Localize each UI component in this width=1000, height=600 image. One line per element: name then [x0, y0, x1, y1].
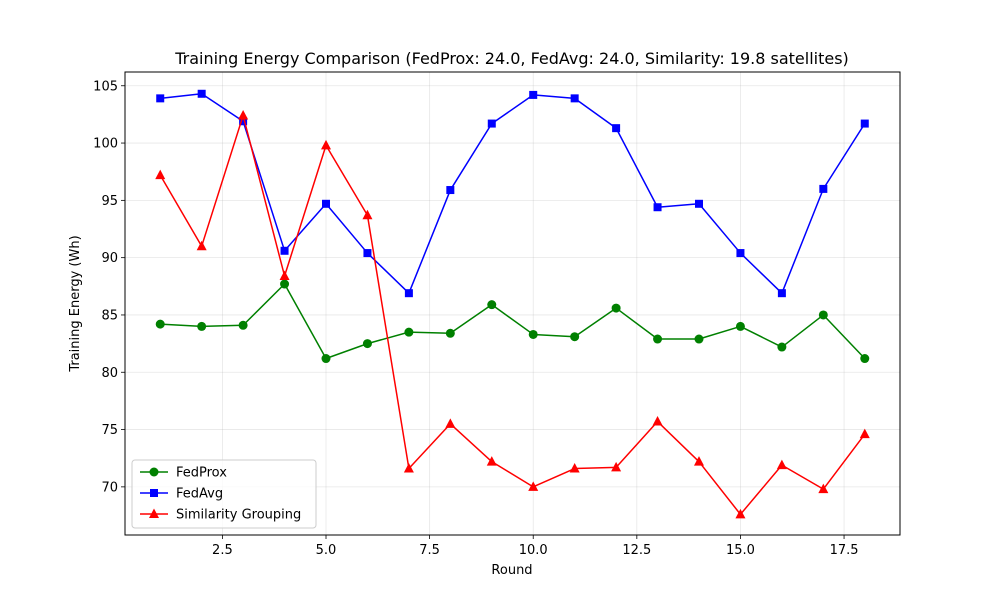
data-point-fedprox: [611, 303, 621, 313]
data-point-similarity-grouping: [818, 483, 829, 494]
data-point-fedavg: [819, 184, 828, 193]
data-point-fedavg: [322, 199, 331, 208]
data-point-fedavg: [694, 199, 703, 208]
data-point-fedprox: [197, 321, 207, 331]
data-point-fedprox: [860, 354, 870, 364]
series-line-similarity-grouping: [159, 114, 866, 516]
legend-item-fedprox: FedProx: [140, 466, 227, 481]
legend-label: FedAvg: [176, 487, 223, 502]
axis-ticks: 2.5 5.0 7.5 10.0 12.5 15.0 17.5 70 75 80 85 90 95 100…: [93, 79, 858, 558]
legend-item-fedavg: FedAvg: [140, 487, 223, 502]
data-point-fedprox: [238, 320, 248, 330]
y-tick-label: 90: [101, 251, 118, 266]
series-layer: [155, 89, 870, 519]
data-point-fedprox: [321, 354, 331, 364]
data-point-similarity-grouping: [776, 459, 787, 470]
chart-title: Training Energy Comparison (FedProx: 24.…: [174, 49, 849, 68]
data-point-similarity-grouping: [155, 169, 166, 180]
data-point-similarity-grouping: [528, 481, 539, 491]
data-point-fedprox: [818, 310, 828, 320]
data-point-fedavg: [446, 186, 455, 195]
data-point-fedavg: [736, 249, 745, 258]
data-point-similarity-grouping: [735, 508, 746, 519]
legend-swatch-marker: [149, 508, 159, 518]
x-tick-label: 5.0: [316, 543, 337, 558]
y-tick-label: 75: [101, 423, 118, 438]
legend: FedProx FedAvg Similarity Grouping: [131, 459, 317, 529]
data-point-fedprox: [280, 279, 290, 289]
legend-item-similarity-grouping: Similarity Grouping: [140, 508, 301, 523]
data-point-fedavg: [156, 94, 165, 103]
y-tick-label: 80: [101, 366, 118, 381]
legend-swatch-marker: [149, 467, 159, 477]
series-line-fedavg: [160, 93, 866, 294]
data-point-fedprox: [445, 328, 455, 338]
data-point-similarity-grouping: [279, 270, 290, 280]
legend-box: [131, 459, 317, 529]
y-tick-label: 95: [101, 194, 118, 209]
data-point-fedavg: [280, 246, 289, 255]
data-point-similarity-grouping: [362, 209, 373, 220]
y-tick-label: 100: [93, 137, 118, 152]
data-point-fedavg: [529, 90, 538, 99]
data-point-fedavg: [653, 203, 662, 212]
data-point-similarity-grouping: [611, 461, 622, 472]
data-point-similarity-grouping: [403, 463, 414, 473]
data-point-similarity-grouping: [693, 456, 704, 466]
series-fedprox: [155, 279, 870, 364]
series-fedavg: [156, 89, 869, 298]
data-point-fedavg: [860, 119, 869, 128]
data-point-fedprox: [777, 342, 787, 352]
data-point-fedprox: [570, 332, 580, 342]
data-point-similarity-grouping: [321, 139, 332, 150]
data-point-similarity-grouping: [569, 463, 580, 473]
series-similarity-grouping: [155, 110, 870, 519]
data-point-fedprox: [694, 334, 704, 344]
y-tick-label: 105: [93, 79, 118, 94]
x-tick-label: 10.0: [519, 543, 548, 558]
data-point-fedprox: [404, 327, 414, 337]
legend-swatch-marker: [150, 489, 158, 497]
data-point-similarity-grouping: [196, 240, 207, 251]
data-point-similarity-grouping: [652, 416, 663, 426]
data-point-fedavg: [487, 119, 496, 128]
x-axis-label: Round: [491, 563, 532, 578]
x-tick-label: 7.5: [419, 543, 440, 558]
data-point-fedavg: [363, 249, 372, 258]
y-tick-label: 70: [101, 480, 118, 495]
data-point-fedavg: [239, 117, 248, 126]
y-axis-label: Training Energy (Wh): [68, 235, 83, 372]
x-tick-label: 15.0: [726, 543, 755, 558]
x-tick-label: 12.5: [622, 543, 651, 558]
plot-frame: [124, 71, 901, 536]
data-point-fedavg: [404, 289, 413, 298]
data-point-similarity-grouping: [445, 418, 456, 428]
data-point-fedavg: [570, 94, 579, 103]
legend-label: Similarity Grouping: [176, 508, 301, 523]
data-point-fedavg: [777, 289, 786, 298]
data-point-similarity-grouping: [238, 110, 249, 120]
series-line-fedprox: [160, 283, 866, 360]
data-point-fedavg: [197, 89, 206, 98]
x-tick-label: 17.5: [830, 543, 859, 558]
y-tick-label: 85: [101, 308, 118, 323]
data-point-fedprox: [487, 300, 497, 310]
data-point-similarity-grouping: [859, 428, 870, 439]
data-point-fedprox: [155, 319, 165, 329]
x-tick-label: 2.5: [212, 543, 233, 558]
legend-label: FedProx: [176, 466, 227, 481]
data-point-fedprox: [735, 321, 745, 331]
data-point-fedprox: [362, 339, 372, 349]
data-point-similarity-grouping: [486, 456, 497, 466]
data-point-fedavg: [612, 124, 621, 133]
data-point-fedprox: [653, 334, 663, 344]
data-point-fedprox: [528, 329, 538, 339]
